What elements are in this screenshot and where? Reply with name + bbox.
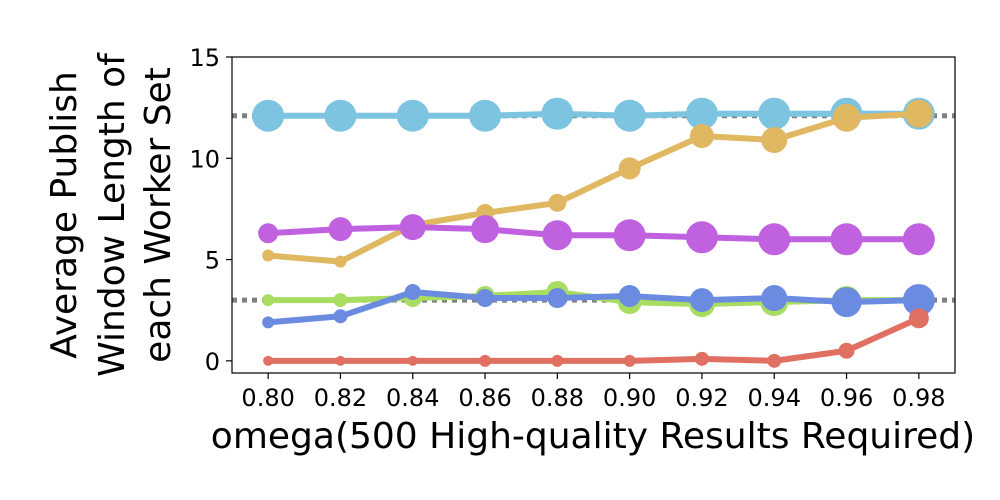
plot-area-frame <box>231 56 956 374</box>
series-1 <box>252 97 935 132</box>
series-2-point <box>334 255 347 268</box>
series-1-point <box>469 99 502 132</box>
series-4-point <box>333 293 348 308</box>
series-1-point <box>252 99 285 132</box>
series-6-point <box>335 355 346 366</box>
x-tick-label: 0.86 <box>458 384 511 412</box>
series-5-point <box>476 289 495 308</box>
series-3-point <box>542 220 573 251</box>
series-6-point <box>263 355 274 366</box>
y-axis-label-line-3: each Worker Set <box>138 67 179 363</box>
series-5-point <box>333 309 348 324</box>
series-6-point <box>908 308 929 329</box>
x-axis-label: omega(500 High-quality Results Required) <box>211 416 975 457</box>
series-2-line <box>265 110 922 265</box>
y-tick-label: 5 <box>205 247 220 275</box>
y-tick-label: 10 <box>189 145 220 173</box>
x-tick-label: 0.92 <box>675 384 728 412</box>
series-2-point <box>832 103 861 132</box>
series-3 <box>258 214 935 256</box>
y-tick-label: 15 <box>189 44 220 72</box>
series-5-point <box>831 287 862 318</box>
y-axis-label-line-2: Window Length of <box>92 52 133 377</box>
y-axis-label: Average Publish Window Length of each Wo… <box>44 52 179 377</box>
x-tick-label: 0.90 <box>603 384 656 412</box>
series-6 <box>263 308 929 368</box>
x-tick-label: 0.98 <box>892 384 945 412</box>
series-2-point <box>548 193 567 212</box>
series-3-point <box>830 223 863 256</box>
series-5-point <box>262 316 275 329</box>
series-1-point <box>541 97 574 130</box>
series-2-point <box>761 127 788 154</box>
series-1-point <box>324 99 357 132</box>
series-group <box>252 97 935 368</box>
reference-lines <box>232 113 955 303</box>
series-5-line <box>265 288 922 326</box>
series-6-point <box>407 355 418 366</box>
y-axis-ticks: 0 5 10 15 <box>189 44 232 376</box>
series-5-point <box>761 285 788 312</box>
series-3-point <box>613 219 646 252</box>
x-tick-label: 0.82 <box>314 384 367 412</box>
x-tick-label: 0.84 <box>386 384 439 412</box>
y-tick-label: 0 <box>205 348 220 376</box>
x-tick-label: 0.96 <box>820 384 873 412</box>
series-3-line <box>265 224 922 243</box>
series-1-point <box>613 99 646 132</box>
series-3-point <box>399 214 426 241</box>
y-axis-label-line-1: Average Publish <box>44 71 85 359</box>
series-1-line <box>265 110 922 119</box>
series-5 <box>262 283 935 329</box>
series-3-point <box>685 221 718 254</box>
series-1-point <box>396 99 429 132</box>
x-axis-ticks: 0.80 0.82 0.84 0.86 0.88 0.90 0.92 0.94 0.96 0.98 <box>241 373 946 412</box>
series-3-point <box>471 215 500 244</box>
series-5-point <box>618 285 641 308</box>
series-1-point <box>758 97 791 130</box>
series-3-point <box>328 217 353 242</box>
series-6-point <box>479 354 492 367</box>
series-6-point <box>623 354 636 367</box>
x-tick-label: 0.88 <box>531 384 584 412</box>
series-6-line <box>265 315 922 364</box>
series-6-point <box>838 342 855 359</box>
x-tick-label: 0.80 <box>241 384 294 412</box>
series-6-point <box>551 354 564 367</box>
series-3-point <box>258 223 279 244</box>
series-3-point <box>758 223 791 256</box>
series-2-point <box>689 124 714 148</box>
series-5-point <box>689 288 714 313</box>
series-6-point <box>767 353 782 368</box>
series-2-point <box>618 157 641 180</box>
series-4-point <box>262 294 275 307</box>
series-5-point <box>547 288 568 309</box>
series-1-point <box>685 97 718 130</box>
series-5-point <box>902 284 935 317</box>
series-6-point <box>694 351 709 366</box>
series-3-point <box>902 223 935 256</box>
series-2-point <box>262 249 275 262</box>
x-tick-label: 0.94 <box>748 384 801 412</box>
series-5-point <box>404 283 421 300</box>
series-2-point <box>904 99 933 128</box>
